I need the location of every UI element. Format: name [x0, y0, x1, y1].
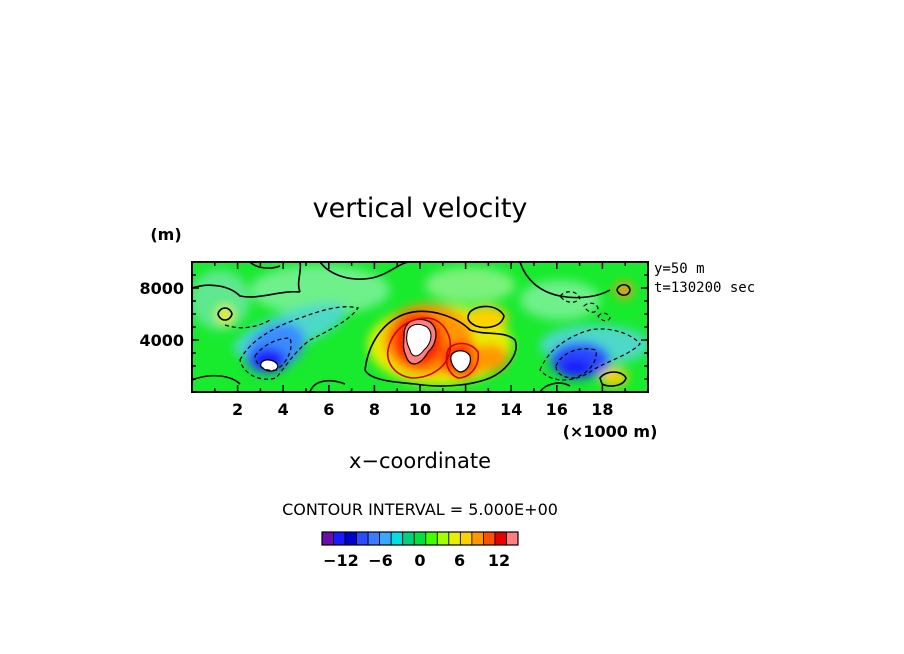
x-tick-label: 14 [500, 400, 522, 419]
colorbar-swatch [321, 531, 334, 546]
y-axis: 4000 8000 [139, 261, 648, 393]
chart-title: vertical velocity [313, 193, 528, 224]
x-tick-label: 2 [232, 400, 243, 419]
side-info-y: y=50 m [654, 261, 705, 277]
colorbar-swatch [379, 531, 392, 546]
colorbar: −12 −6 0 6 12 [321, 531, 519, 570]
colorbar-swatch [436, 531, 450, 546]
colorbar-swatch [344, 531, 357, 546]
colorbar-swatch [483, 531, 496, 546]
contour-field [192, 262, 648, 392]
x-tick-label: 4 [278, 400, 289, 419]
colorbar-swatch [459, 531, 473, 546]
side-info-time: t=130200 sec [654, 280, 755, 296]
updraft-core-2 [450, 350, 471, 373]
dashed-contours [224, 291, 641, 381]
colorbar-swatch [356, 531, 369, 546]
colorbar-tick-label: 0 [414, 551, 425, 570]
colorbar-swatch [390, 531, 404, 546]
x-tick-label: 12 [454, 400, 476, 419]
x-tick-label: 18 [591, 400, 613, 419]
contour-interval-text: CONTOUR INTERVAL = 5.000E+00 [282, 500, 558, 519]
colorbar-swatch [471, 531, 484, 546]
solid-contours [192, 262, 631, 392]
x-axis-label: x−coordinate [349, 449, 491, 473]
colorbar-swatch [367, 531, 381, 546]
colorbar-tick-label: −12 [323, 551, 359, 570]
y-axis-unit: (m) [150, 225, 181, 244]
colorbar-swatch [448, 531, 461, 546]
colorbar-tick-label: −6 [368, 551, 393, 570]
colorbar-swatch [413, 531, 427, 546]
colorbar-swatch [494, 531, 507, 546]
y-tick-label: 4000 [139, 331, 184, 350]
x-tick-label: 6 [323, 400, 334, 419]
colorbar-swatch [506, 531, 519, 546]
x-tick-label: 10 [409, 400, 431, 419]
updraft-core-1-max [406, 323, 432, 357]
colorbar-tick-label: 12 [488, 551, 510, 570]
x-axis-unit: (×1000 m) [563, 422, 658, 441]
x-axis: 2 4 6 8 10 12 14 16 18 [191, 262, 649, 419]
y-tick-label: 8000 [139, 279, 184, 298]
colorbar-swatch [402, 531, 415, 546]
x-tick-label: 8 [369, 400, 380, 419]
colorbar-frame [321, 531, 519, 546]
colorbar-swatch [333, 531, 346, 546]
downdraft-core [260, 359, 279, 372]
colorbar-swatch [425, 531, 438, 546]
x-tick-label: 16 [546, 400, 568, 419]
colorbar-tick-label: 6 [454, 551, 465, 570]
